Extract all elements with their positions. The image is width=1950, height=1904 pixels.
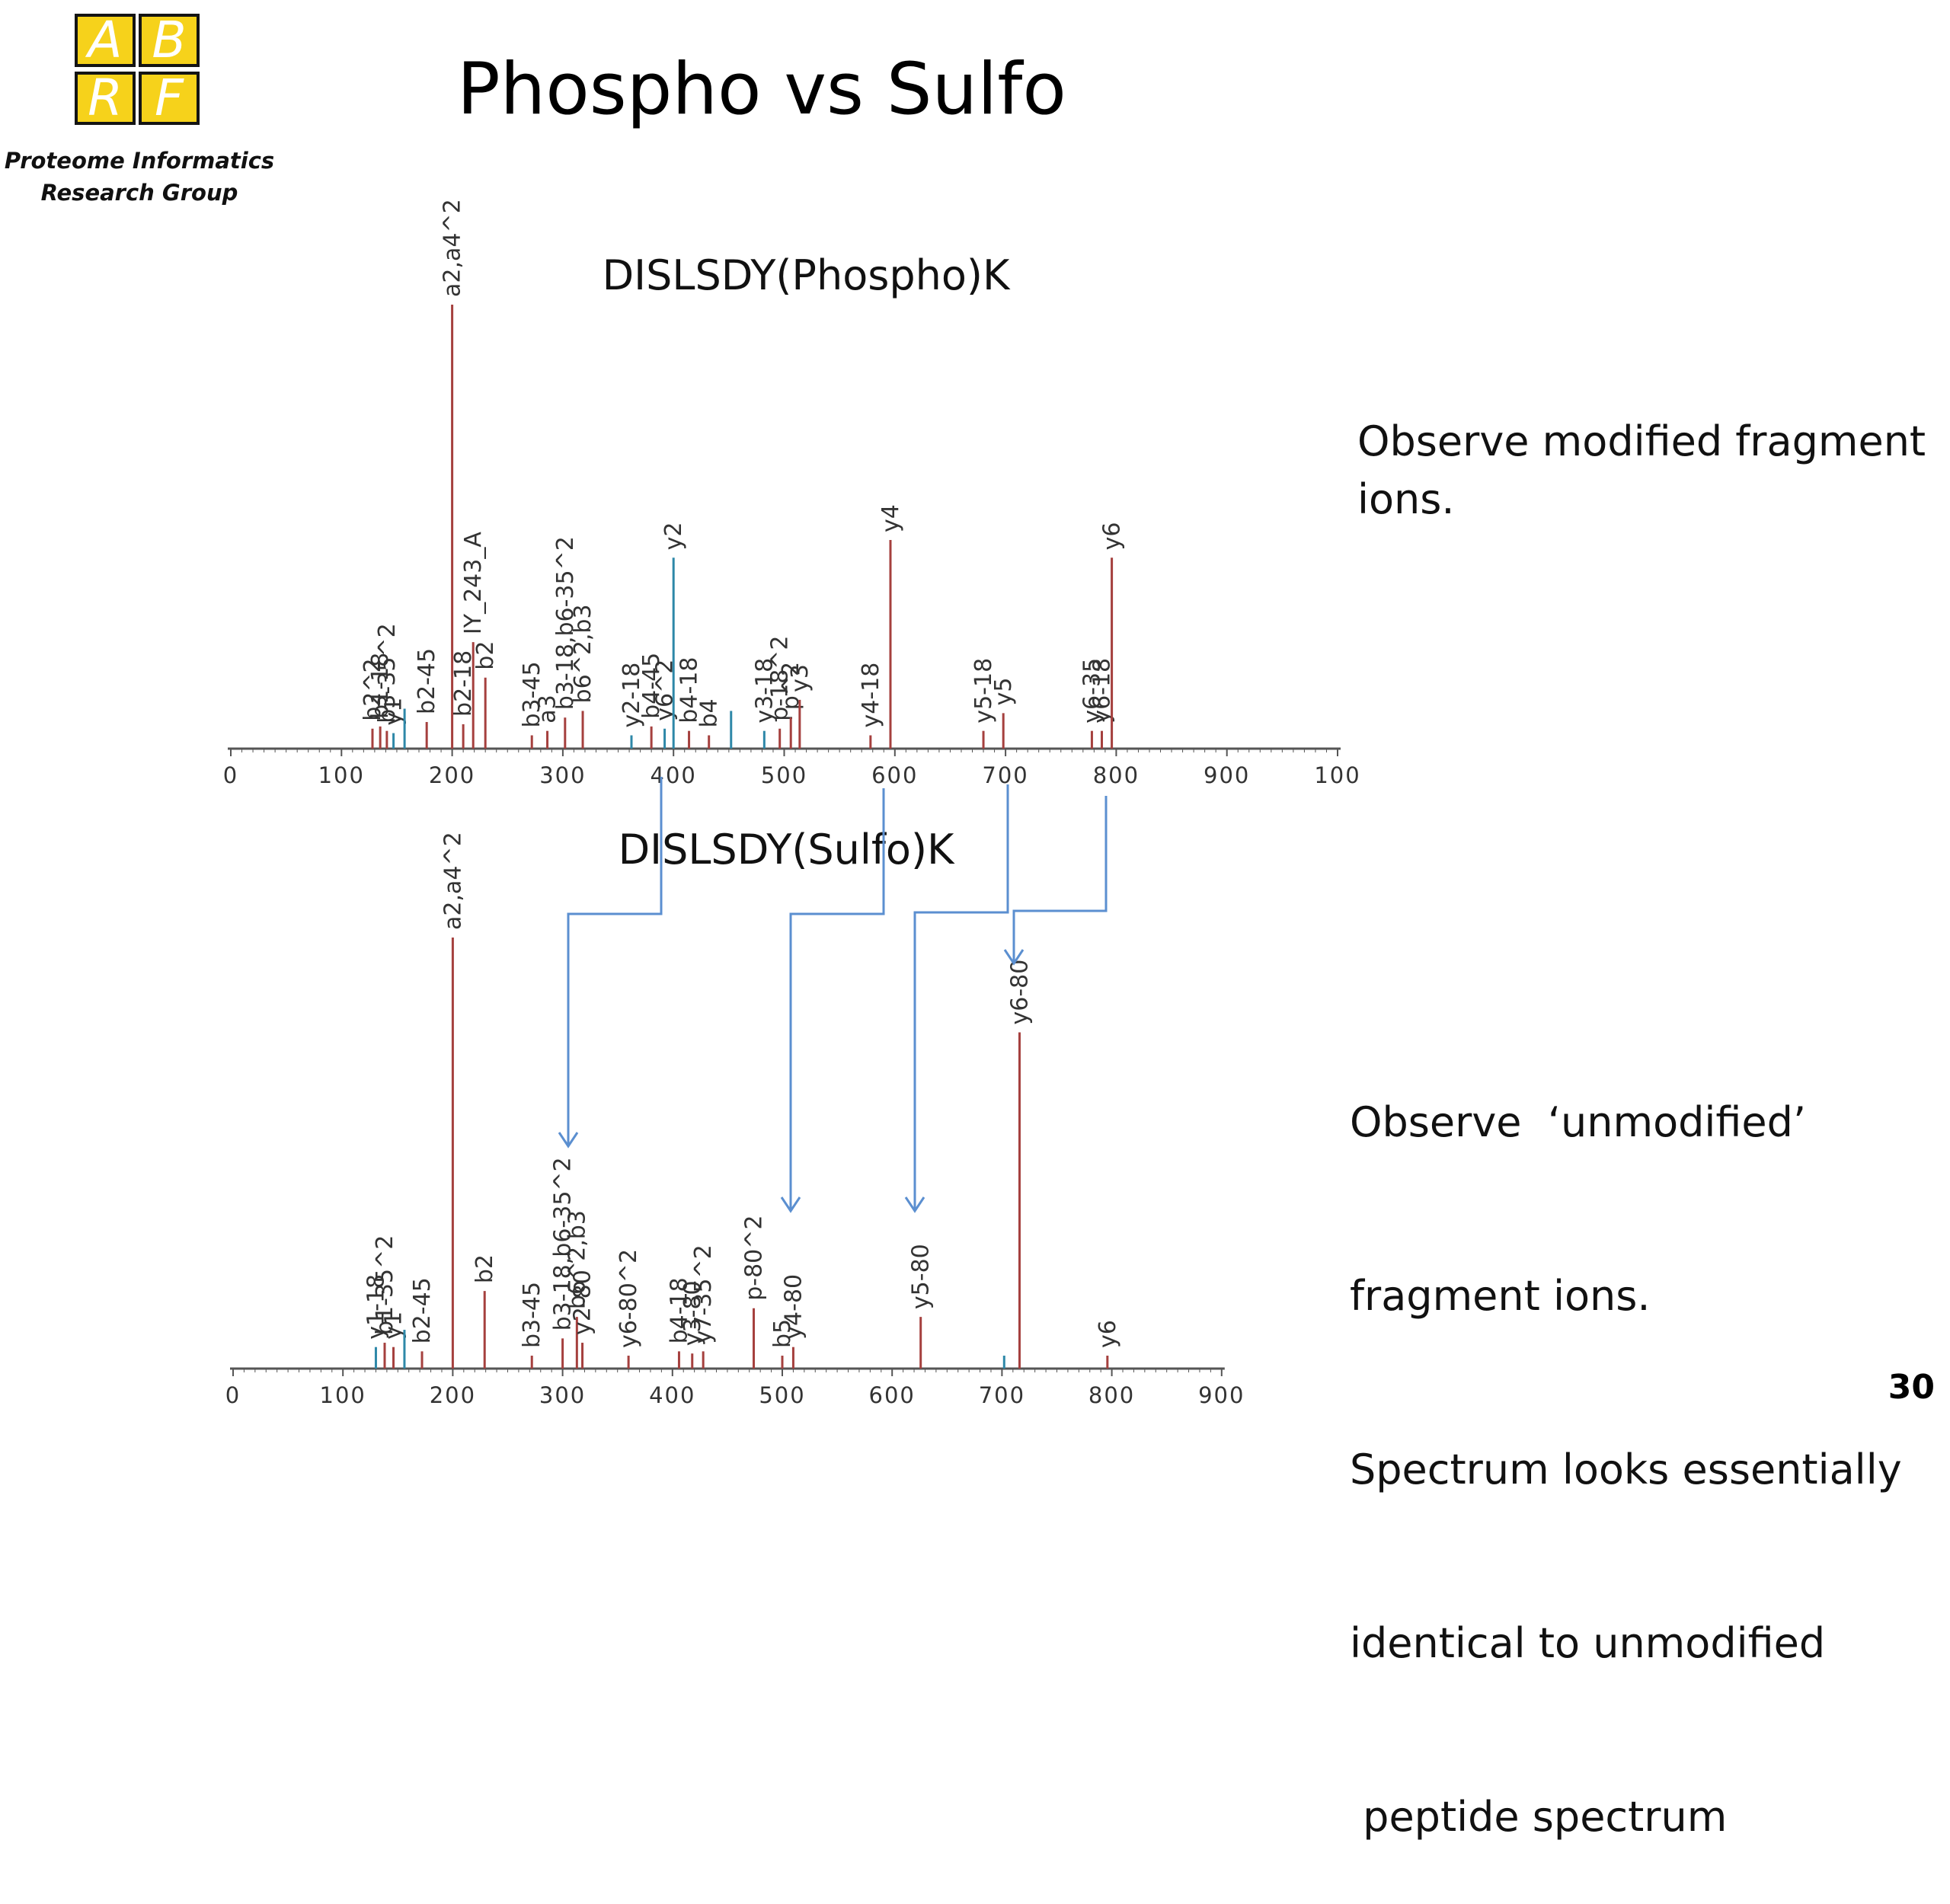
connector-arrow-line	[913, 784, 1009, 1211]
sulfo-peak-label: y1	[381, 1311, 408, 1340]
phospho-tick-label: 100	[318, 762, 365, 788]
phospho-peak-label: b3-18,b6-35^2	[552, 536, 579, 710]
phospho-peak-label: y1	[381, 698, 408, 726]
phospho-peak-label: y2	[660, 522, 687, 550]
connector-arrowhead	[1003, 949, 1025, 966]
connector-arrow-line	[789, 788, 885, 1211]
spectra-chart-area: 0 100 200 300 400 500 600 700 800 900 100 DISLSDY(P…	[223, 199, 1360, 1408]
logo-letter-f: F	[139, 72, 200, 125]
sulfo-tick-label: 900	[1198, 1382, 1245, 1408]
phospho-tick-label: 700	[982, 762, 1028, 788]
connector-arrowhead	[558, 1132, 579, 1148]
phospho-peak-label: b2	[472, 641, 499, 670]
sulfo-peak-label: p-80^2	[741, 1215, 768, 1300]
sulfo-peak-label: y5-80	[908, 1244, 935, 1309]
note-top-line-1: Observe modified fragment	[1357, 417, 1926, 465]
phospho-peak-label: b3-45	[519, 661, 545, 727]
phospho-peak-label: y2-18	[619, 663, 645, 728]
sulfo-tick-label: 200	[430, 1382, 476, 1408]
organization-line-1: Proteome Informatics	[4, 148, 275, 174]
sulfo-peak-label: b5	[769, 1319, 796, 1348]
phospho-tick-label: 500	[761, 762, 807, 788]
phospho-spectrum-title: DISLSDY(Phospho)K	[603, 251, 1011, 299]
phospho-peak-label: b4-18	[676, 657, 703, 724]
phospho-peak-label: y6	[1099, 522, 1126, 550]
sulfo-peak-label: y2-80	[570, 1270, 596, 1335]
note-bottom-line-4: identical to unmodified	[1350, 1619, 1826, 1667]
note-bottom-line-1: Observe ‘unmodified’	[1350, 1098, 1807, 1146]
logo-letter-r: R	[75, 72, 136, 125]
phospho-peak-label: y4-18	[858, 663, 884, 728]
sulfo-peak-label: y7-35^2	[690, 1244, 717, 1343]
connector-arrow-line	[1012, 796, 1108, 963]
sulfo-tick-label: 0	[225, 1382, 241, 1408]
phospho-peak-label: b4-45	[638, 653, 665, 719]
sulfo-tick-label: 400	[649, 1382, 695, 1408]
sulfo-tick-label: 800	[1088, 1382, 1135, 1408]
sulfo-tick-label: 600	[869, 1382, 916, 1408]
sulfo-tick-label: 100	[320, 1382, 366, 1408]
phospho-tick-label: 400	[651, 762, 697, 788]
phospho-peak-label: b1-18	[367, 653, 394, 719]
phospho-peak-label: b3-35^2	[374, 623, 401, 723]
phospho-peak-label: y5	[990, 678, 1017, 706]
phospho-tick-label: 800	[1093, 762, 1140, 788]
note-bottom-line-2: fragment ions.	[1350, 1272, 1651, 1320]
sulfo-tick-label: 300	[539, 1382, 586, 1408]
phospho-peak-label: y6-35	[1079, 658, 1105, 724]
note-top: Observe modified fragment ions.	[1357, 413, 1936, 529]
logo-letter-a: A	[75, 14, 136, 67]
sulfo-peak-label: b4-18	[666, 1277, 692, 1343]
connector-arrowhead	[904, 1196, 925, 1213]
sulfo-peak-label: y4-80	[780, 1274, 807, 1340]
page-number: 30	[1888, 1368, 1935, 1407]
connector-arrowhead	[780, 1196, 801, 1213]
connector-arrow-line	[567, 777, 663, 1146]
phospho-peak-label: y4	[878, 504, 904, 532]
phospho-peak-label: p-18^2	[767, 635, 794, 720]
phospho-peak-label: y3	[787, 664, 814, 692]
abrf-logo: A B R F	[75, 14, 206, 129]
slide-title: Phospho vs Sulfo	[457, 48, 1066, 131]
phospho-peak-label: IY_243_A	[460, 532, 487, 634]
phospho-peak-label: a3	[535, 695, 561, 723]
sulfo-peak-label: a2,a4^2	[440, 832, 466, 930]
sulfo-tick-label: 700	[979, 1382, 1025, 1408]
phospho-peak-label: b2^2	[360, 658, 386, 720]
sulfo-peak-label: b3-18,b6-35^2	[550, 1157, 577, 1331]
phospho-tick-label: 900	[1204, 762, 1250, 788]
phospho-tick-label: 300	[539, 762, 586, 788]
sulfo-peak-label: b1-35^2	[372, 1235, 398, 1335]
note-top-line-2: ions.	[1357, 475, 1455, 523]
sulfo-peak-label: y1-18	[363, 1274, 389, 1340]
phospho-peak-label: b6^2,b3	[570, 604, 596, 703]
sulfo-peak-label: y3-80	[679, 1280, 706, 1346]
phospho-peak-label: y5-18	[970, 658, 997, 724]
sulfo-peak-label: b6^2,b3	[564, 1210, 590, 1309]
phospho-tick-label: 100	[1314, 762, 1360, 788]
phospho-tick-label: 0	[223, 762, 238, 788]
phospho-peak-label: b2-45	[414, 648, 440, 714]
sulfo-peak-label: b3-45	[519, 1282, 545, 1348]
note-bottom-line-5: peptide spectrum	[1350, 1793, 1728, 1841]
phospho-peak-label: y3-18	[751, 658, 778, 724]
sulfo-tick-label: 500	[759, 1382, 805, 1408]
sulfo-peak-label: b2-45	[409, 1277, 436, 1343]
phospho-tick-label: 600	[871, 762, 918, 788]
logo-letter-b: B	[139, 14, 200, 67]
sulfo-peak-label: b2	[472, 1254, 498, 1283]
organization-name: Proteome Informatics Research Group	[0, 145, 279, 209]
sulfo-peak-label: y6	[1095, 1320, 1121, 1348]
sulfo-spectrum-title: DISLSDY(Sulfo)K	[619, 826, 955, 874]
phospho-peak-label: a2,a4^2	[440, 199, 466, 297]
phospho-peak-label: b4	[696, 698, 723, 727]
sulfo-peak-label: y6-80	[1006, 960, 1033, 1025]
sulfo-peak-label: y6-80^2	[615, 1249, 642, 1348]
organization-line-2: Research Group	[40, 180, 238, 206]
phospho-tick-label: 200	[429, 762, 475, 788]
